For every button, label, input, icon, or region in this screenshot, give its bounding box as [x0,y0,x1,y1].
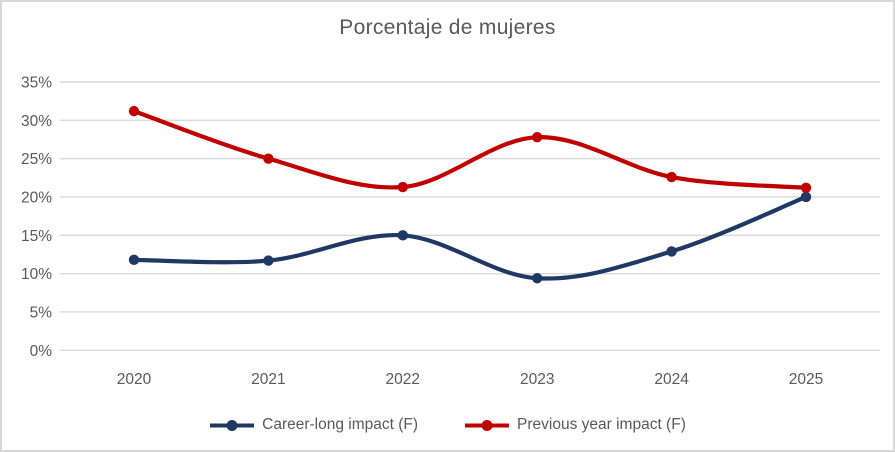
x-axis-category-label: 2020 [117,371,152,388]
x-axis-category-label: 2023 [520,371,554,388]
legend-label-career-long: Career-long impact (F) [262,416,419,433]
series-marker-0 [666,246,677,257]
y-axis-tick-label: 30% [21,113,52,130]
y-axis-tick-label: 35% [21,75,52,92]
series-marker-1 [532,131,543,143]
legend-item-previous-year-impact: Previous year impact (F) [464,416,686,434]
chart-title: Porcentaje de mujeres [339,16,556,39]
y-axis-tick-label: 10% [21,266,52,283]
series-marker-0 [800,191,812,203]
y-axis-tick-label: 5% [30,304,53,321]
y-axis-tick-label: 20% [21,189,52,206]
legend-marker-career-long-icon [210,419,255,431]
series-marker-0 [263,255,274,266]
y-axis-tick-label: 25% [21,151,52,168]
series-marker-1 [800,182,812,193]
series-line-1 [131,109,809,190]
x-axis-category-label: 2021 [251,371,285,388]
series-line-0 [131,194,809,281]
series-marker-1 [397,181,408,193]
x-axis-category-label: 2024 [654,371,689,388]
legend-label-previous-year: Previous year impact (F) [517,416,686,433]
series-marker-0 [397,230,408,241]
series-marker-0 [128,254,140,266]
x-axis-category-label: 2022 [386,371,420,388]
chart-legend: Career-long impact (F) Previous year imp… [2,416,893,434]
series-marker-1 [263,153,274,164]
series-marker-0 [532,273,543,284]
series-marker-1 [128,105,140,117]
y-axis-tick-label: 15% [21,228,52,245]
y-axis-tick-label: 0% [30,343,53,360]
legend-marker-previous-year-icon [465,419,510,431]
series-marker-1 [666,171,677,183]
legend-item-career-long-impact: Career-long impact (F) [209,416,418,434]
x-axis-category-label: 2025 [789,371,823,388]
